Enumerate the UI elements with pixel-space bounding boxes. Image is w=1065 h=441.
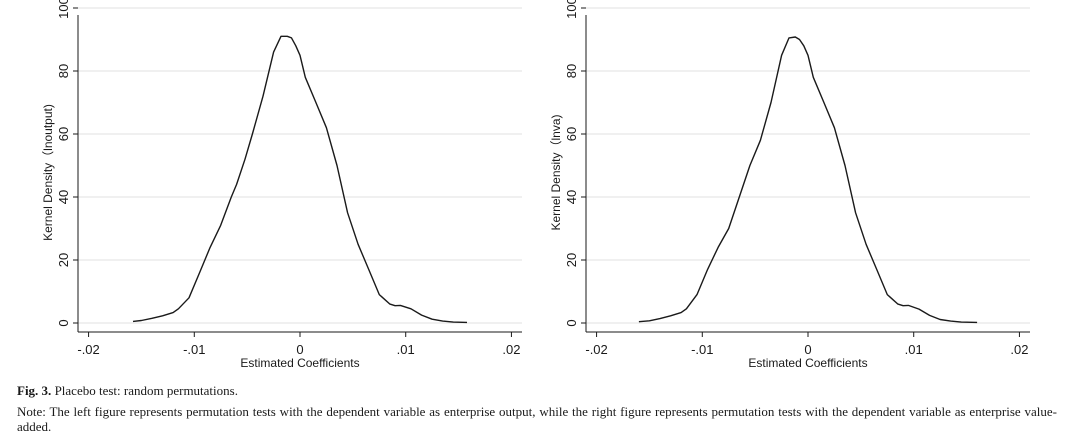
y-tick-label: 80 xyxy=(564,64,579,78)
density-curve xyxy=(132,35,468,324)
figure-caption: Fig. 3. Placebo test: random permutation… xyxy=(17,383,1057,398)
left-panel-lnoutput: 0 20 40 60 80 100 -.02 -.01 0 .01 .02 Estimated Coe… xyxy=(41,0,522,370)
right-panel-lnva: 0 20 40 60 80 100 -.02 -.01 0 .01 .02 Estimated Coe… xyxy=(549,0,1030,370)
x-tick-label: .02 xyxy=(1010,342,1028,357)
y-tick-label: 60 xyxy=(564,127,579,141)
x-tick-label: 0 xyxy=(804,342,811,357)
figure-caption-text: Placebo test: random permutations. xyxy=(54,383,238,398)
figure-note: Note: The left figure represents permuta… xyxy=(17,404,1057,434)
x-tick-label: .01 xyxy=(905,342,923,357)
x-tick-label: -.02 xyxy=(585,342,607,357)
y-tick-label: 60 xyxy=(56,127,71,141)
x-axis-title: Estimated Coefficients xyxy=(748,356,867,370)
placebo-test-figure: 0 20 40 60 80 100 -.02 -.01 0 .01 .02 Estimated Coe… xyxy=(41,0,1030,370)
y-tick-label: 0 xyxy=(564,319,579,326)
x-tick-label: -.01 xyxy=(691,342,713,357)
y-tick-label: 20 xyxy=(564,253,579,267)
x-tick-label: .02 xyxy=(502,342,520,357)
figure-label: Fig. 3. xyxy=(17,383,52,398)
y-axis-title: Kernel Density（lnoutput) xyxy=(41,104,55,241)
x-axis-title: Estimated Coefficients xyxy=(240,356,359,370)
y-tick-label: 100 xyxy=(56,0,71,19)
y-tick-label: 40 xyxy=(56,190,71,204)
x-tick-label: -.01 xyxy=(183,342,205,357)
x-tick-label: 0 xyxy=(296,342,303,357)
y-axis-title: Kernel Density（lnva) xyxy=(549,114,563,230)
x-tick-label: -.02 xyxy=(77,342,99,357)
x-tick-label: .01 xyxy=(397,342,415,357)
y-tick-label: 80 xyxy=(56,64,71,78)
density-curve xyxy=(638,36,978,324)
y-tick-label: 40 xyxy=(564,190,579,204)
y-tick-label: 100 xyxy=(564,0,579,19)
y-tick-label: 20 xyxy=(56,253,71,267)
y-tick-label: 0 xyxy=(56,319,71,326)
